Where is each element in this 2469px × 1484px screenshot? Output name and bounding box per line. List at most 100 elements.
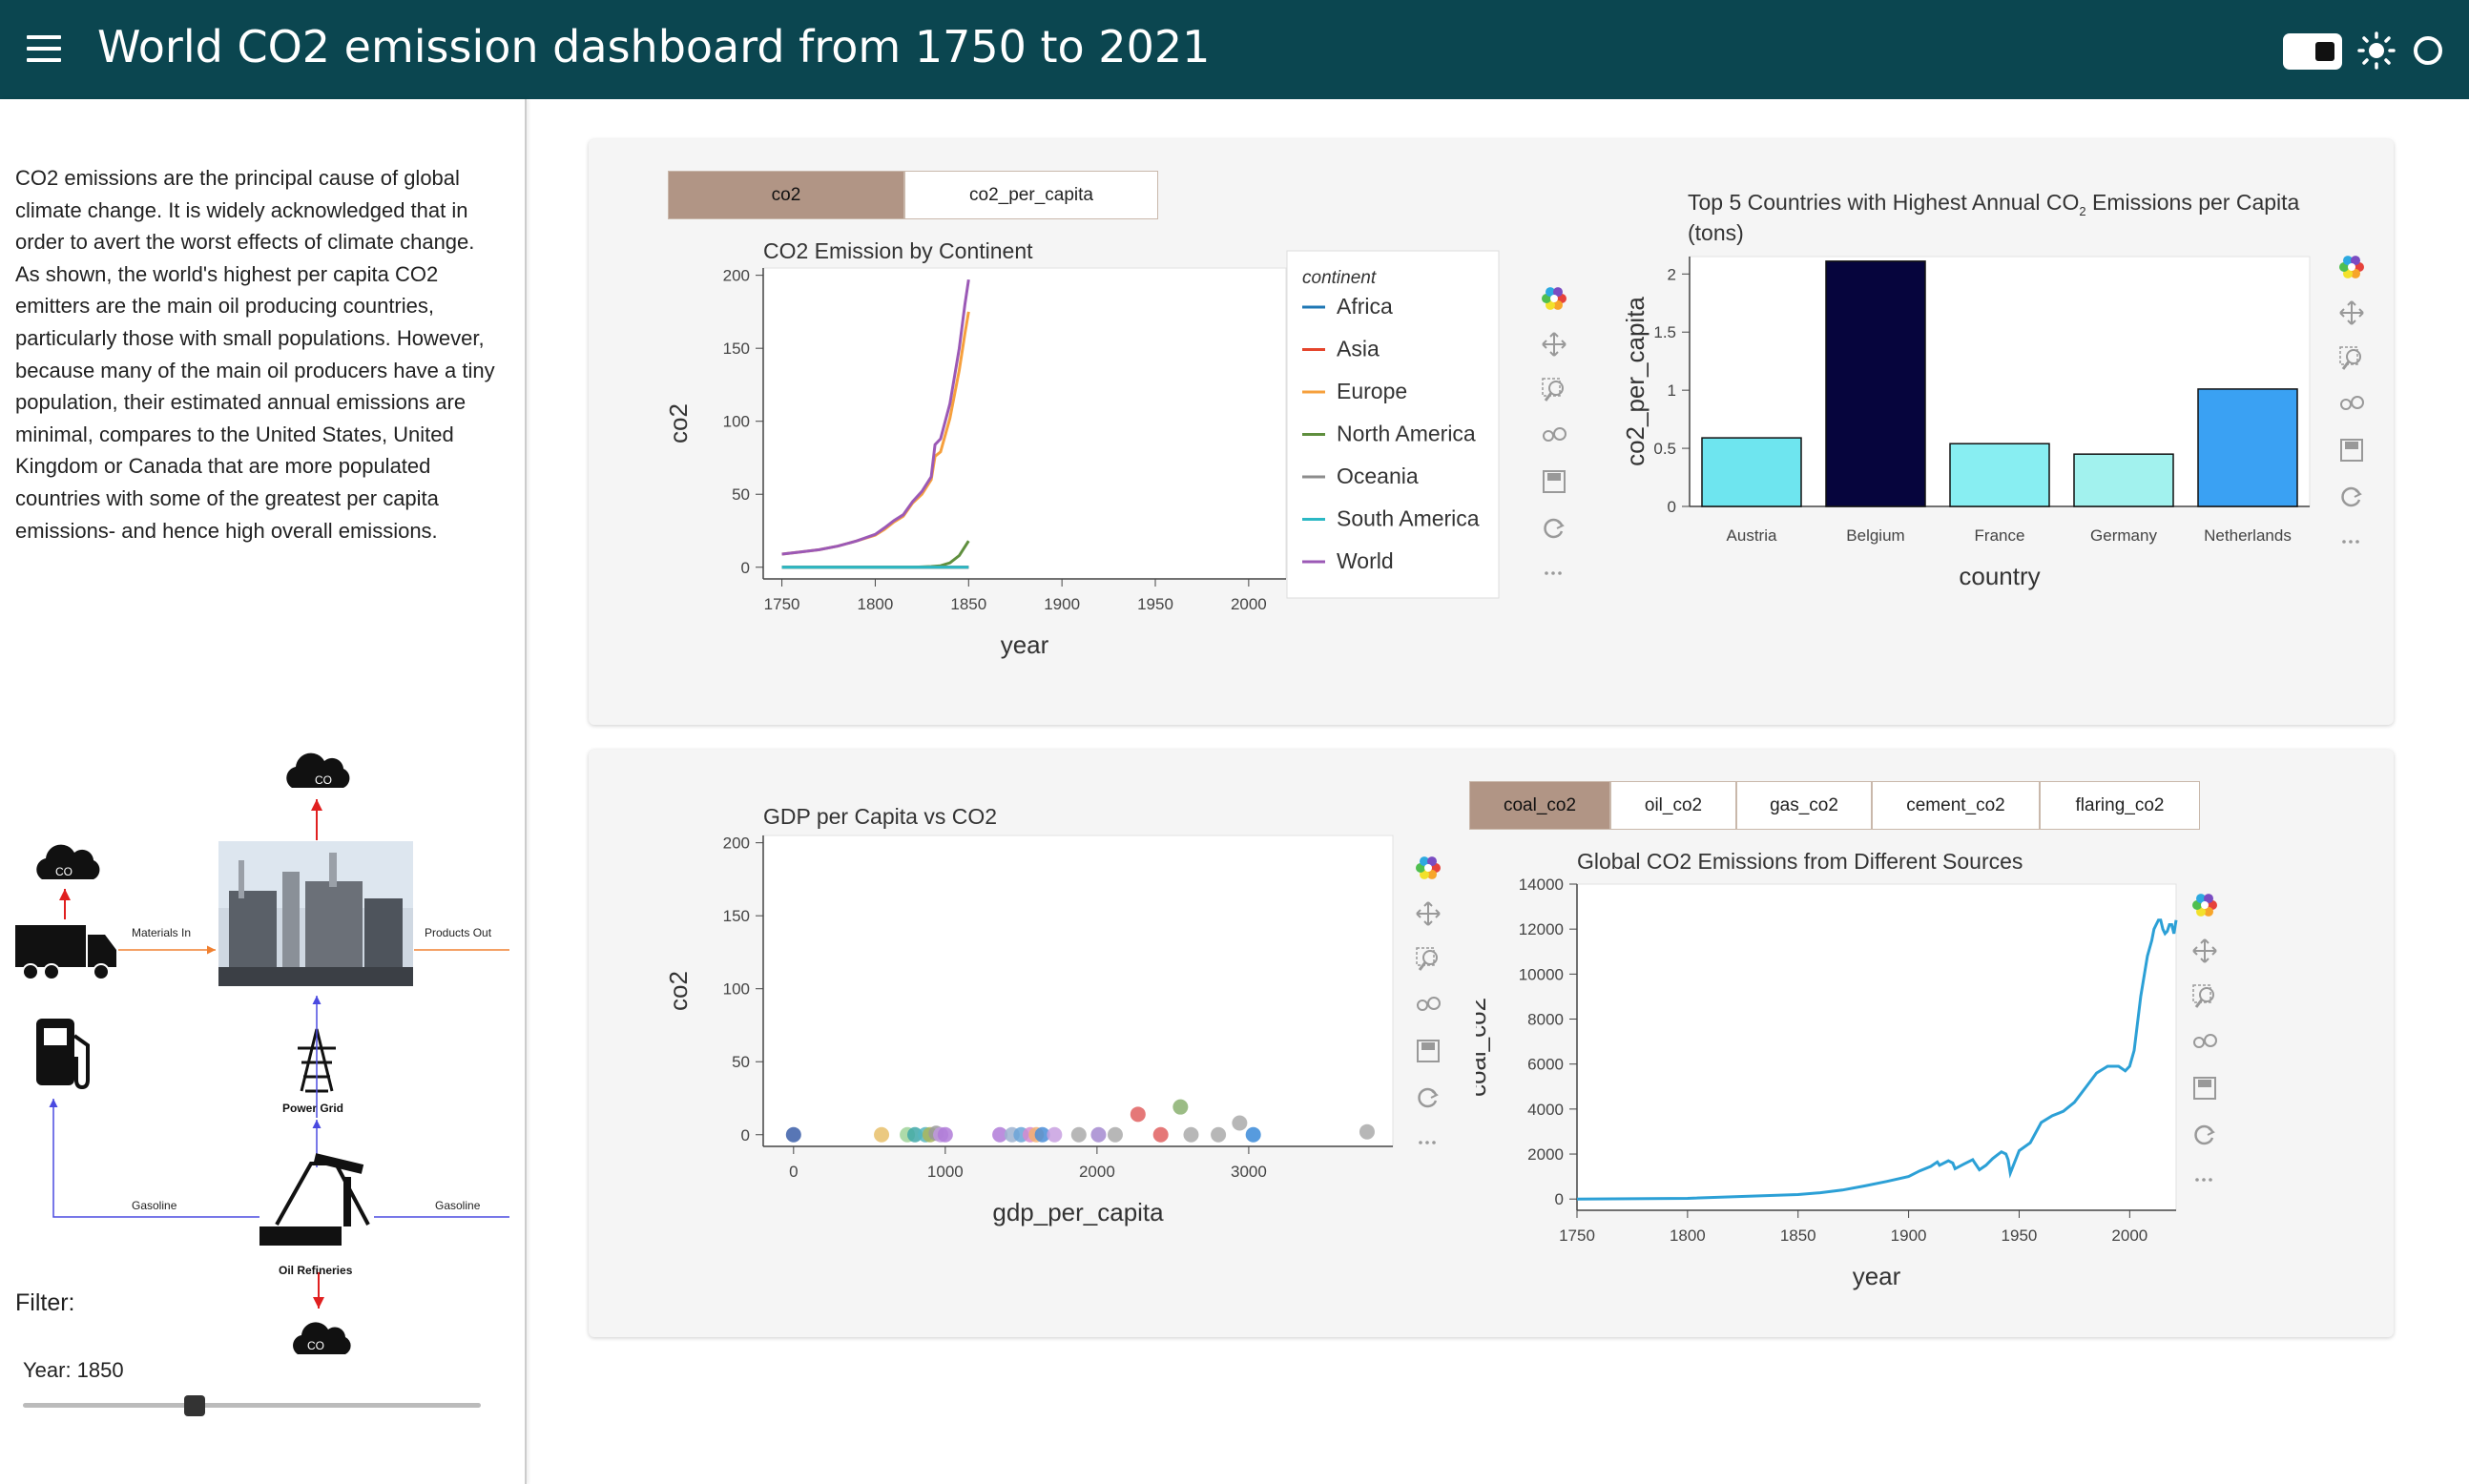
save-icon[interactable]	[2193, 1077, 2216, 1100]
slider-handle[interactable]	[184, 1395, 205, 1416]
dot	[2342, 540, 2346, 544]
bokeh-logo-icon[interactable]	[1542, 287, 1566, 310]
zoom-handle	[1418, 961, 1427, 971]
tab-co2-per-capita[interactable]: co2_per_capita	[904, 171, 1158, 219]
reset-icon[interactable]	[1544, 518, 1565, 539]
wheel-b	[1427, 997, 1441, 1010]
wheel-zoom-icon[interactable]	[1543, 427, 1566, 442]
theme-toggle[interactable]	[2283, 33, 2342, 70]
x-axis-label: country	[1959, 562, 2040, 590]
bar-germany	[2073, 453, 2174, 507]
bokeh-logo-icon[interactable]	[1416, 856, 1441, 879]
y-tick-label: 0	[741, 559, 750, 577]
scatter-point	[992, 1126, 1008, 1143]
x-tick-label: Netherlands	[2204, 526, 2292, 545]
more-icon[interactable]	[2195, 1178, 2212, 1182]
scatter-point	[1172, 1099, 1189, 1115]
pan-icon[interactable]	[2339, 300, 2364, 325]
wheel-zoom-icon[interactable]	[2193, 1034, 2217, 1048]
zoom-box	[1542, 378, 1561, 397]
wheel-b	[2204, 1034, 2217, 1047]
bokeh-logo-icon[interactable]	[2339, 256, 2364, 278]
top5-bar-chart: 0 0.5 1 1.5 2 Austria Belgium France Germany Neth…	[1621, 190, 2364, 590]
zoom-box	[1416, 947, 1435, 966]
bar-austria	[1701, 437, 1802, 507]
reset-icon[interactable]	[1418, 1087, 1439, 1108]
tab-gas-co2[interactable]: gas_co2	[1736, 781, 1872, 830]
logo-center	[2348, 263, 2355, 271]
y-tick-label: 12000	[1519, 920, 1564, 938]
x-tick-label: France	[1975, 526, 2025, 545]
box-zoom-icon[interactable]	[1416, 947, 1438, 971]
pan-icon[interactable]	[1416, 901, 1441, 926]
logo-dot	[1420, 856, 1429, 867]
chart-title: GDP per Capita vs CO2	[763, 804, 997, 829]
y-tick-label: 50	[732, 1053, 750, 1071]
more-icon[interactable]	[1419, 1141, 1436, 1144]
year-slider[interactable]	[23, 1395, 481, 1416]
x-tick-label: 1000	[927, 1163, 964, 1181]
save-slot	[1547, 473, 1561, 481]
tab-flaring-co2[interactable]: flaring_co2	[2040, 781, 2200, 830]
legend-item: South America	[1337, 506, 1480, 531]
circle-icon[interactable]	[2414, 36, 2442, 65]
save-icon[interactable]	[1543, 470, 1566, 493]
logo-dot	[2351, 256, 2360, 266]
tab-cement-co2[interactable]: cement_co2	[1872, 781, 2040, 830]
more-icon[interactable]	[1545, 571, 1562, 575]
scatter-point	[1183, 1126, 1199, 1143]
reset-arc	[2341, 486, 2361, 507]
dot	[2209, 1178, 2212, 1182]
menu-icon[interactable]	[27, 35, 61, 64]
save-icon[interactable]	[1417, 1040, 1440, 1062]
bar-france	[1949, 443, 2050, 507]
sidebar: CO2 emissions are the principal cause of…	[0, 99, 527, 1484]
box-zoom-icon[interactable]	[2339, 346, 2361, 370]
description-text: CO2 emissions are the principal cause of…	[15, 166, 495, 543]
x-tick-label: 2000	[2111, 1226, 2147, 1245]
box-zoom-icon[interactable]	[2192, 984, 2214, 1008]
plot-area	[762, 835, 1394, 1147]
wheel-zoom-icon[interactable]	[2340, 396, 2364, 410]
tab-coal-co2[interactable]: coal_co2	[1469, 781, 1610, 830]
gas-pump-icon	[36, 1019, 90, 1090]
sun-icon[interactable]	[2356, 31, 2396, 71]
chart-title: CO2 Emission by Continent	[763, 238, 1033, 263]
pan-icon[interactable]	[1542, 332, 1566, 357]
scatter-point	[1090, 1126, 1107, 1143]
cloud-icon: CO	[286, 752, 350, 788]
x-tick-label: 1900	[1044, 595, 1080, 613]
save-icon[interactable]	[2340, 439, 2363, 462]
dot	[2355, 540, 2359, 544]
slider-track[interactable]	[23, 1403, 481, 1408]
cloud-icon: CO	[36, 844, 100, 879]
dot	[1558, 571, 1562, 575]
x-tick-label: 1750	[1559, 1226, 1595, 1245]
wheel-b	[1553, 427, 1566, 441]
save-box	[2193, 1077, 2216, 1100]
tab-oil-co2[interactable]: oil_co2	[1610, 781, 1736, 830]
scatter-point	[1152, 1126, 1169, 1143]
plot-toolbar	[2192, 894, 2217, 1182]
scatter-point	[1070, 1126, 1087, 1143]
tab-co2[interactable]: co2	[668, 171, 904, 219]
reset-icon[interactable]	[2341, 486, 2362, 507]
more-icon[interactable]	[2342, 540, 2359, 544]
reset-head	[1556, 521, 1565, 529]
card2-tabs: coal_co2 oil_co2 gas_co2 cement_co2 flar…	[1469, 781, 2200, 830]
pan-icon[interactable]	[2192, 938, 2217, 963]
legend: continent Africa Asia Europe North America Oc…	[1286, 250, 1500, 599]
dot	[2195, 1178, 2199, 1182]
zoom-lens	[1422, 950, 1438, 965]
continent-line-chart: 1750 1800 1850 1900 1950 2000 0 50 100 150 200 CO2 …	[664, 238, 1566, 659]
wheel-zoom-icon[interactable]	[1417, 997, 1441, 1011]
box-zoom-icon[interactable]	[1542, 378, 1564, 402]
reset-icon[interactable]	[2194, 1124, 2215, 1145]
bar-netherlands	[2197, 388, 2298, 507]
bokeh-logo-icon[interactable]	[2192, 894, 2217, 917]
scatter-point	[1107, 1126, 1123, 1143]
x-tick-label: 1950	[2002, 1226, 2038, 1245]
x-tick-label: 2000	[1231, 595, 1267, 613]
y-axis-label: coal_co2	[1476, 998, 1491, 1097]
y-tick-label: 6000	[1527, 1056, 1564, 1074]
